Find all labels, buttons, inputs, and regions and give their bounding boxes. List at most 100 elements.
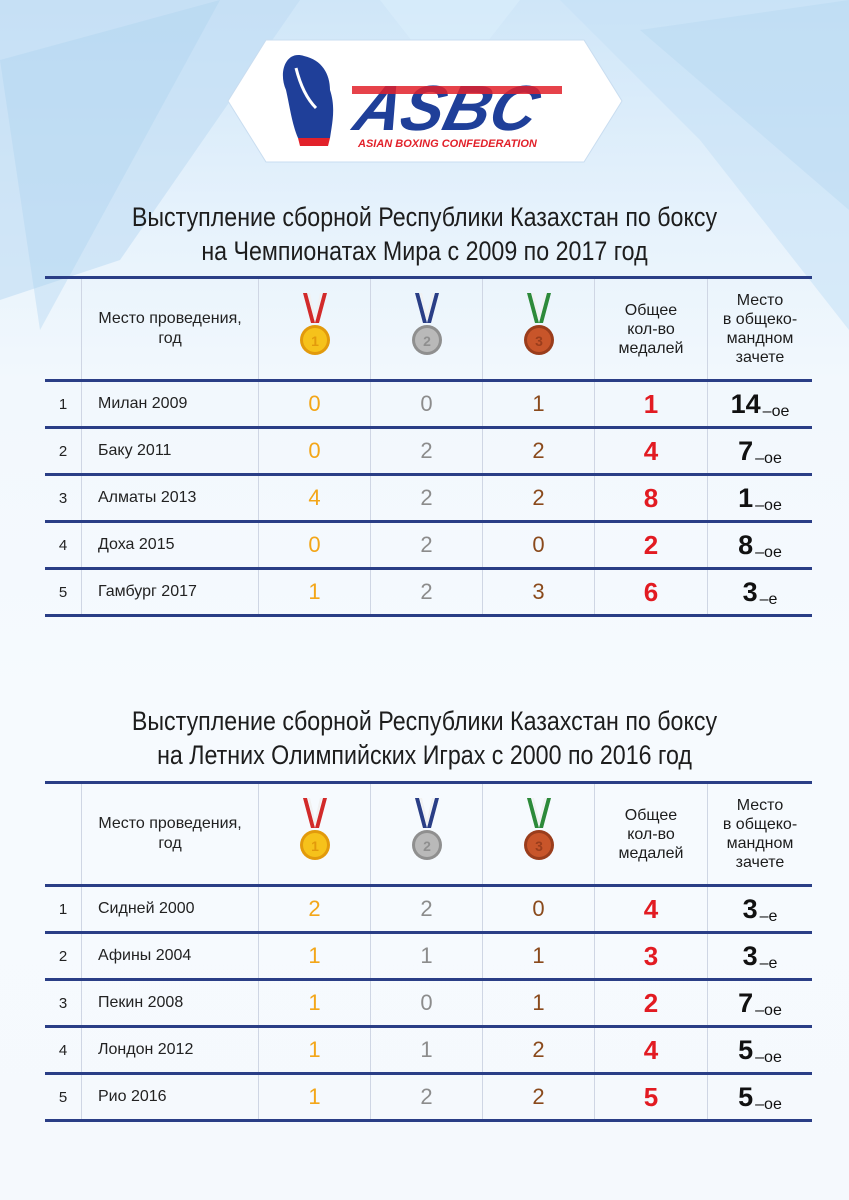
index-header <box>45 781 82 887</box>
gold-header: 1 <box>258 276 371 382</box>
row-index: 3 <box>45 474 82 523</box>
logo-subtitle: ASIAN BOXING CONFEDERATION <box>357 138 538 150</box>
gold-count: 1 <box>258 932 371 981</box>
table-row: 5 Гамбург 2017 1 2 3 6 3 –e <box>45 568 812 617</box>
table-header-row: Место проведения, год 1 2 3 Общее кол <box>45 781 812 887</box>
venue-cell: Доха 2015 <box>81 521 259 570</box>
bronze-count: 0 <box>482 885 595 934</box>
place-suffix: –oe <box>755 1001 782 1019</box>
total-medals: 1 <box>594 380 708 429</box>
row-index: 2 <box>45 427 82 476</box>
bronze-count: 1 <box>482 979 595 1028</box>
place-number: 14 <box>730 388 761 419</box>
background-shapes <box>0 0 849 330</box>
venue-cell: Афины 2004 <box>81 932 259 981</box>
gold-medal-icon: 1 <box>299 798 330 860</box>
table-row: 1 Милан 2009 0 0 1 1 14 –oe <box>45 380 812 429</box>
place-suffix: –oe <box>755 543 782 561</box>
team-place: 7 –oe <box>707 979 812 1028</box>
boxing-glove-icon <box>282 54 334 146</box>
bronze-header: 3 <box>482 276 595 382</box>
gold-header: 1 <box>258 781 371 887</box>
gold-count: 1 <box>258 979 371 1028</box>
svg-text:1: 1 <box>311 838 319 854</box>
gold-count: 0 <box>258 427 371 476</box>
team-place: 5 –oe <box>707 1073 812 1122</box>
silver-count: 0 <box>370 979 483 1028</box>
index-header <box>45 276 82 382</box>
svg-text:3: 3 <box>535 838 543 854</box>
asbc-logo: ASBC ASIAN BOXING CONFEDERATION <box>226 38 624 164</box>
total-header: Общее кол-во медалей <box>594 781 708 887</box>
place-number: 3 <box>742 940 758 971</box>
silver-count: 2 <box>370 427 483 476</box>
olympics-table: Место проведения, год 1 2 3 Общее кол <box>45 781 812 1122</box>
team-place: 14 –oe <box>707 380 812 429</box>
bronze-count: 2 <box>482 474 595 523</box>
venue-cell: Рио 2016 <box>81 1073 259 1122</box>
section-title-olympics: Выступление сборной Республики Казахстан… <box>131 706 718 770</box>
venue-cell: Алматы 2013 <box>81 474 259 523</box>
silver-medal-icon: 2 <box>411 798 442 860</box>
table-row: 3 Пекин 2008 1 0 1 2 7 –oe <box>45 979 812 1028</box>
team-place: 1 –oe <box>707 474 812 523</box>
bronze-count: 2 <box>482 427 595 476</box>
venue-cell: Гамбург 2017 <box>81 568 259 617</box>
team-place: 3 –e <box>707 885 812 934</box>
venue-cell: Баку 2011 <box>81 427 259 476</box>
gold-count: 0 <box>258 380 371 429</box>
bronze-medal-icon: 3 <box>523 293 554 355</box>
bronze-count: 0 <box>482 521 595 570</box>
place-number: 1 <box>738 482 754 513</box>
table-row: 2 Баку 2011 0 2 2 4 7 –oe <box>45 427 812 476</box>
gold-medal-icon: 1 <box>299 293 330 355</box>
venue-cell: Милан 2009 <box>81 380 259 429</box>
place-number: 8 <box>738 529 754 560</box>
svg-text:1: 1 <box>311 333 319 349</box>
team-place: 3 –e <box>707 932 812 981</box>
venue-cell: Лондон 2012 <box>81 1026 259 1075</box>
total-medals: 3 <box>594 932 708 981</box>
row-index: 4 <box>45 521 82 570</box>
world-championships-table: Место проведения, год 1 2 3 Общее кол <box>45 276 812 617</box>
total-medals: 2 <box>594 979 708 1028</box>
total-medals: 2 <box>594 521 708 570</box>
silver-count: 2 <box>370 885 483 934</box>
place-number: 7 <box>738 987 754 1018</box>
gold-count: 4 <box>258 474 371 523</box>
table-row: 2 Афины 2004 1 1 1 3 3 –e <box>45 932 812 981</box>
gold-count: 0 <box>258 521 371 570</box>
row-index: 5 <box>45 568 82 617</box>
place-suffix: –oe <box>755 1048 782 1066</box>
place-number: 3 <box>742 893 758 924</box>
bronze-count: 2 <box>482 1073 595 1122</box>
team-place: 8 –oe <box>707 521 812 570</box>
place-header: Место в общеко- мандном зачете <box>707 276 812 382</box>
team-place: 3 –e <box>707 568 812 617</box>
logo-letters: ASBC <box>346 72 548 144</box>
team-place: 5 –oe <box>707 1026 812 1075</box>
gold-count: 1 <box>258 1026 371 1075</box>
row-index: 1 <box>45 885 82 934</box>
row-index: 5 <box>45 1073 82 1122</box>
silver-count: 0 <box>370 380 483 429</box>
silver-header: 2 <box>370 276 483 382</box>
place-number: 7 <box>738 435 754 466</box>
svg-text:2: 2 <box>423 333 431 349</box>
place-number: 5 <box>738 1034 754 1065</box>
venue-cell: Сидней 2000 <box>81 885 259 934</box>
bronze-count: 3 <box>482 568 595 617</box>
bronze-header: 3 <box>482 781 595 887</box>
bronze-count: 1 <box>482 380 595 429</box>
bronze-medal-icon: 3 <box>523 798 554 860</box>
total-medals: 6 <box>594 568 708 617</box>
svg-text:2: 2 <box>423 838 431 854</box>
row-index: 2 <box>45 932 82 981</box>
table-header-row: Место проведения, год 1 2 3 Общее кол <box>45 276 812 382</box>
place-header: Место в общеко- мандном зачете <box>707 781 812 887</box>
total-medals: 8 <box>594 474 708 523</box>
place-number: 5 <box>738 1081 754 1112</box>
place-suffix: –e <box>759 954 778 972</box>
silver-count: 2 <box>370 568 483 617</box>
